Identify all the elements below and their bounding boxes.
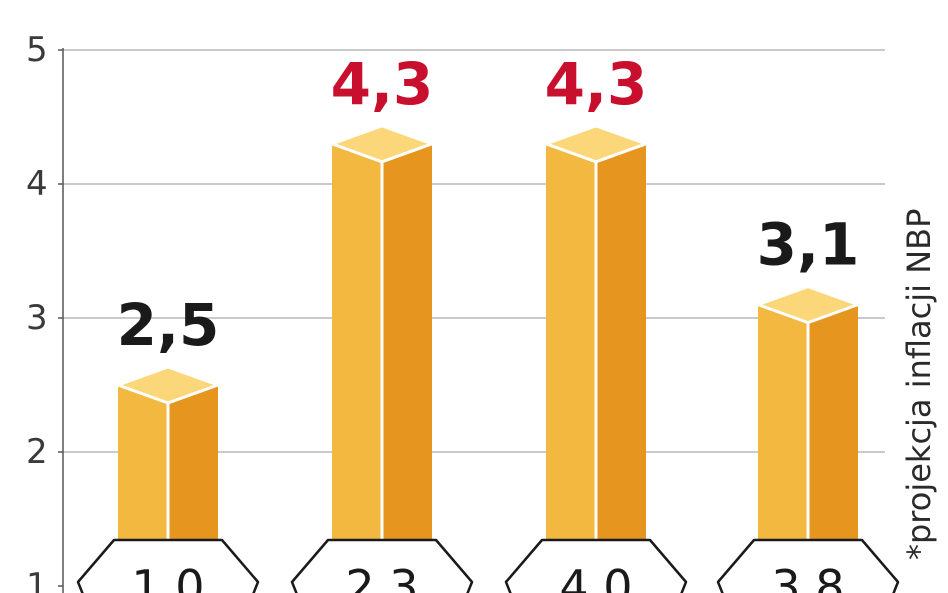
y-axis: 1 2 3 4 5 <box>26 30 64 593</box>
bar-side-face <box>382 143 432 587</box>
bar-value-label: 3,1 <box>757 211 860 279</box>
y-tick-label: 3 <box>26 298 48 338</box>
bar-value-label: 2,5 <box>117 291 220 359</box>
x-category-label: 3,8 <box>771 560 844 593</box>
hexagon-frame <box>290 538 474 593</box>
bar-value-label: 4,3 <box>545 50 648 118</box>
bar <box>330 124 434 587</box>
category-hexagon: 3,8 <box>716 538 900 593</box>
x-category-label: 1,0 <box>131 560 204 593</box>
bar-front-face <box>546 143 596 587</box>
category-hexagon: 4,0 <box>504 538 688 593</box>
hexagon-frame <box>76 538 260 593</box>
bars <box>116 124 860 587</box>
bar-side-face <box>596 143 646 587</box>
x-category-label: 2,3 <box>345 560 418 593</box>
x-category-label: 4,0 <box>559 560 632 593</box>
bar-top-face <box>756 285 860 325</box>
bar-top-face <box>330 124 434 164</box>
y-tick-label: 5 <box>26 30 48 70</box>
gridlines <box>63 49 885 453</box>
bar <box>544 124 648 587</box>
y-tick-label: 1 <box>26 566 48 593</box>
hexagon-frame <box>504 538 688 593</box>
y-tick-label: 4 <box>26 164 48 204</box>
bar-front-face <box>332 143 382 587</box>
bar-top-face <box>544 124 648 164</box>
hexagon-frame <box>716 538 900 593</box>
value-labels: 2,5 4,3 4,3 3,1 <box>117 50 860 359</box>
category-hexagons: 1,0 2,3 4,0 3,8 <box>76 538 900 593</box>
category-hexagon: 2,3 <box>290 538 474 593</box>
y-tick-label: 2 <box>26 432 48 472</box>
chart-footnote: *projekcja inflacji NBP <box>900 209 938 560</box>
bar-value-label: 4,3 <box>331 50 434 118</box>
bar-top-face <box>116 365 220 405</box>
category-hexagon: 1,0 <box>76 538 260 593</box>
